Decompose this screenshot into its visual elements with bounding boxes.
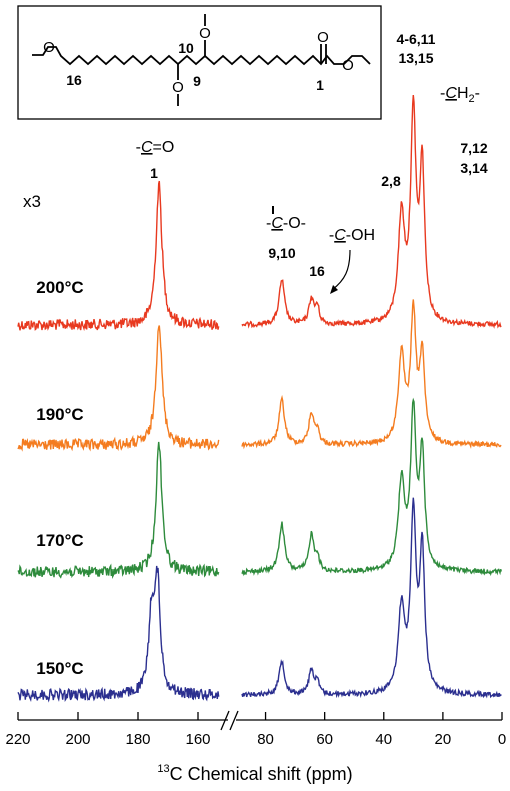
structure-label-1: 1 — [316, 77, 324, 93]
spectrum-line-190c — [17, 325, 220, 452]
axis-break-mark — [220, 710, 230, 731]
temperature-label: 200°C — [36, 278, 83, 297]
structure-label-10: 10 — [178, 40, 194, 56]
scale-note: x3 — [23, 192, 41, 211]
x-tick-label: 200 — [65, 731, 90, 748]
peak-4-6-11-label: 4-6,11 — [397, 31, 436, 47]
x-axis-ticks: 220 200 180 160 80 60 40 20 0 — [5, 712, 506, 748]
x-tick-label: 220 — [5, 731, 30, 748]
structure-atom-o: O — [199, 25, 211, 42]
hydroxyl-carbon-number: 16 — [309, 263, 325, 279]
structure-atom-o: O — [317, 29, 329, 46]
spectrum-line-200c — [17, 180, 220, 332]
hydroxyl-carbon-label: -C-OH — [329, 227, 375, 244]
x-tick-label: 180 — [125, 731, 150, 748]
ether-carbon-label: -C-O- — [266, 215, 306, 232]
x-tick-label: 60 — [316, 731, 333, 748]
peak-7-12-label: 7,12 — [460, 140, 487, 156]
x-tick-label: 80 — [257, 731, 274, 748]
x-tick-label: 40 — [375, 731, 392, 748]
methylene-label: -CH2- — [440, 85, 480, 105]
structure-label-16: 16 — [66, 72, 82, 88]
x-tick-label: 20 — [435, 731, 452, 748]
x-tick-label: 0 — [498, 731, 506, 748]
spectrum-line-150c — [241, 497, 502, 699]
structure-atom-o: O — [342, 57, 354, 74]
structure-inset: O O O O O 16 10 9 1 — [17, 5, 382, 120]
peak-2-8-label: 2,8 — [381, 173, 401, 189]
peak-3-14-label: 3,14 — [460, 160, 487, 176]
carbonyl-label: -C=O — [136, 139, 175, 156]
peak-13-15-label: 13,15 — [398, 50, 433, 66]
structure-label-9: 9 — [193, 73, 201, 89]
x-axis-label: 13C Chemical shift (ppm) — [157, 763, 352, 784]
spectrum-line-200c — [241, 95, 502, 329]
spectrum-line-150c — [17, 565, 220, 703]
ether-carbon-number: 9,10 — [268, 245, 295, 261]
temperature-labels: 200°C 190°C 170°C 150°C — [36, 278, 83, 678]
temperature-label: 170°C — [36, 531, 83, 550]
spectrum-line-190c — [241, 299, 502, 450]
structure-atom-o: O — [172, 79, 184, 96]
x-axis: 220 200 180 160 80 60 40 20 0 13C Chemical shift… — [5, 710, 506, 784]
hydroxyl-arrow — [331, 249, 351, 291]
spectrum-line-170c — [17, 441, 220, 579]
x-tick-label: 160 — [185, 731, 210, 748]
spectrum-line-170c — [241, 397, 502, 577]
carbonyl-number: 1 — [150, 165, 158, 181]
structure-chain — [32, 46, 371, 66]
spectra-group — [17, 95, 502, 703]
axis-break-mark — [229, 710, 239, 731]
temperature-label: 150°C — [36, 659, 83, 678]
structure-atom-o: O — [43, 39, 55, 56]
hydroxyl-arrow-head — [330, 285, 338, 294]
temperature-label: 190°C — [36, 405, 83, 424]
